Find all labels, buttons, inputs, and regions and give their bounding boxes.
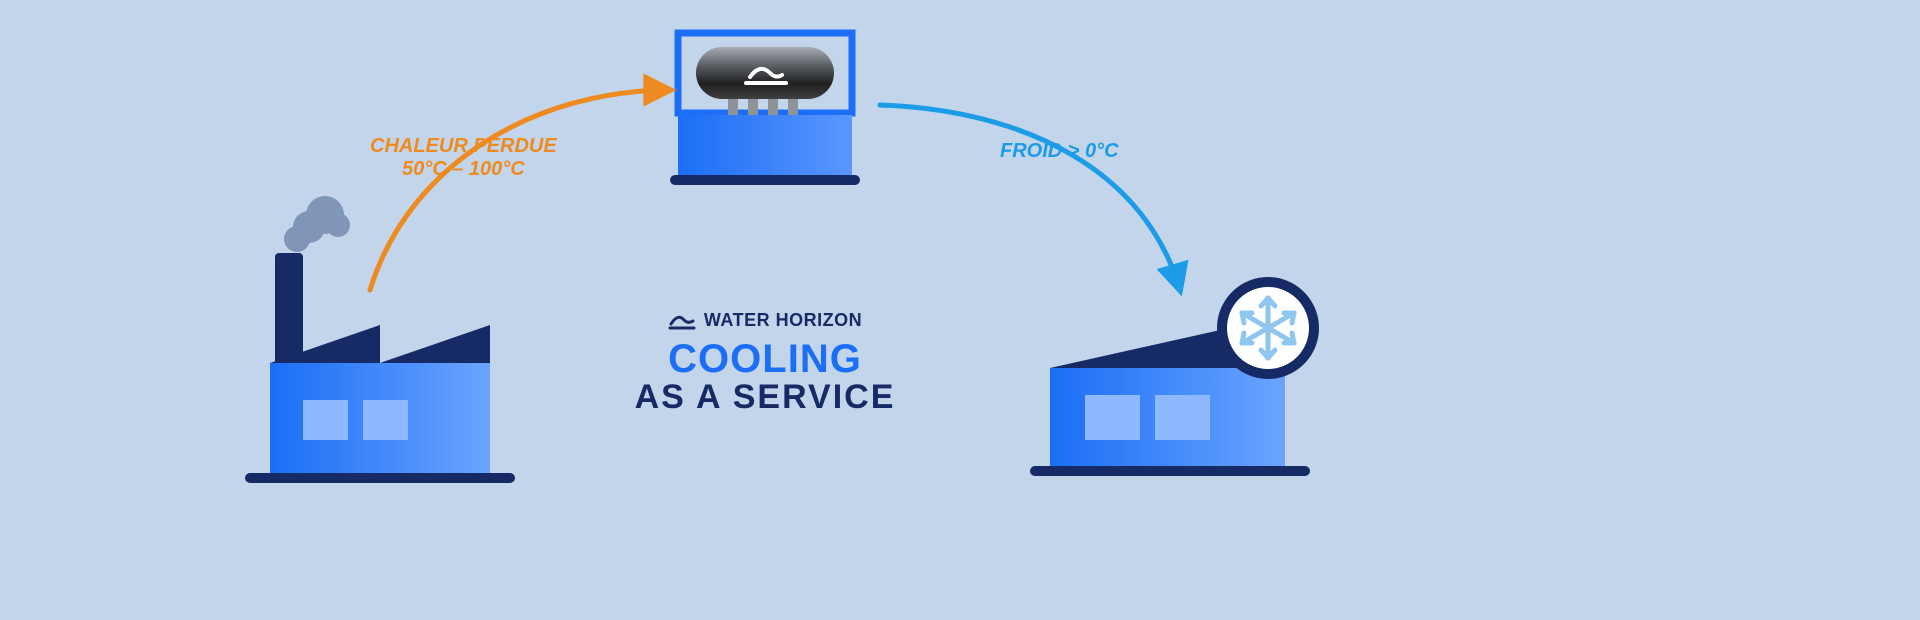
brand-block: WATER HORIZON COOLING AS A SERVICE	[600, 310, 930, 417]
cold-arrow-icon	[865, 90, 1205, 310]
title-line-1: COOLING	[600, 337, 930, 382]
cold-arrow-label-line1: FROID > 0°C	[1000, 140, 1119, 163]
heat-arrow-label-line2: 50°C – 100°C	[370, 158, 557, 181]
heat-arrow-label-line1: CHALEUR PERDUE	[370, 135, 557, 158]
brand-name: WATER HORIZON	[704, 310, 862, 331]
diagram-stage: CHALEUR PERDUE 50°C – 100°C FROID > 0°C …	[0, 0, 1920, 620]
heat-arrow-icon	[350, 70, 690, 300]
wave-logo-icon	[668, 311, 696, 331]
title-line-2: AS A SERVICE	[600, 378, 930, 417]
brand-row: WATER HORIZON	[600, 310, 930, 331]
heat-arrow-label: CHALEUR PERDUE 50°C – 100°C	[370, 135, 557, 181]
cooling-unit-icon	[670, 25, 860, 190]
cold-arrow-label: FROID > 0°C	[1000, 140, 1119, 163]
